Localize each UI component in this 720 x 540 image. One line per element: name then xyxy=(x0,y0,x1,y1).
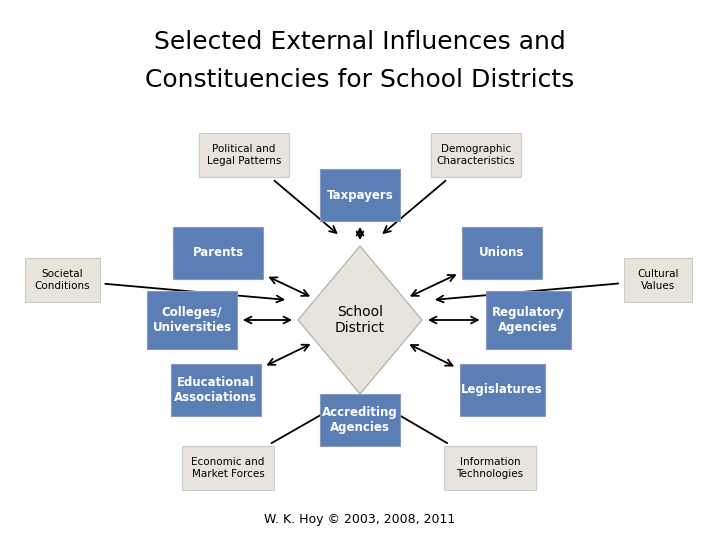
FancyBboxPatch shape xyxy=(320,394,400,446)
FancyBboxPatch shape xyxy=(24,258,99,302)
Text: Societal
Conditions: Societal Conditions xyxy=(34,269,90,291)
Text: Demographic
Characteristics: Demographic Characteristics xyxy=(437,144,516,166)
FancyBboxPatch shape xyxy=(147,291,237,349)
Text: Political and
Legal Patterns: Political and Legal Patterns xyxy=(207,144,282,166)
Text: Economic and
Market Forces: Economic and Market Forces xyxy=(192,457,265,479)
FancyBboxPatch shape xyxy=(462,227,542,279)
Text: Constituencies for School Districts: Constituencies for School Districts xyxy=(145,68,575,92)
FancyBboxPatch shape xyxy=(182,446,274,490)
Text: Accrediting
Agencies: Accrediting Agencies xyxy=(322,406,398,434)
FancyBboxPatch shape xyxy=(173,227,263,279)
FancyBboxPatch shape xyxy=(199,133,289,177)
Text: W. K. Hoy © 2003, 2008, 2011: W. K. Hoy © 2003, 2008, 2011 xyxy=(264,514,456,526)
Text: Parents: Parents xyxy=(192,246,243,260)
FancyBboxPatch shape xyxy=(485,291,570,349)
Text: Information
Technologies: Information Technologies xyxy=(456,457,523,479)
Text: Unions: Unions xyxy=(480,246,525,260)
FancyBboxPatch shape xyxy=(459,364,544,416)
Text: Regulatory
Agencies: Regulatory Agencies xyxy=(492,306,564,334)
FancyBboxPatch shape xyxy=(320,169,400,221)
FancyBboxPatch shape xyxy=(171,364,261,416)
Text: Legislatures: Legislatures xyxy=(462,383,543,396)
Text: Cultural
Values: Cultural Values xyxy=(637,269,679,291)
Text: Taxpayers: Taxpayers xyxy=(327,188,393,201)
Text: School
District: School District xyxy=(335,305,385,335)
FancyBboxPatch shape xyxy=(624,258,692,302)
FancyBboxPatch shape xyxy=(431,133,521,177)
Text: Educational
Associations: Educational Associations xyxy=(174,376,258,404)
FancyBboxPatch shape xyxy=(444,446,536,490)
Text: Selected External Influences and: Selected External Influences and xyxy=(154,30,566,54)
Text: Colleges/
Universities: Colleges/ Universities xyxy=(153,306,232,334)
Polygon shape xyxy=(298,246,422,394)
